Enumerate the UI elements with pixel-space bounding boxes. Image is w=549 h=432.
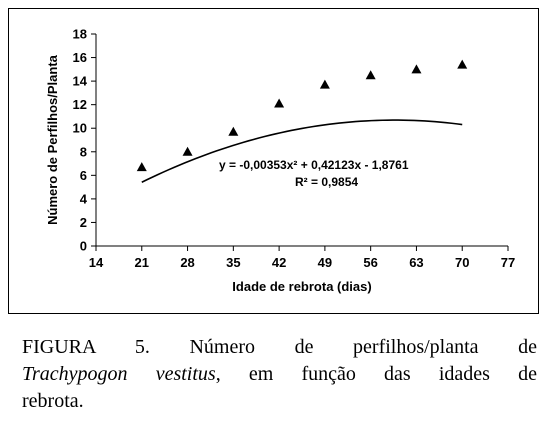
x-tick-label: 42 [272, 255, 286, 270]
fit-curve [141, 119, 463, 183]
y-tick-label: 6 [80, 168, 87, 183]
equation-label: y = -0,00353x² + 0,42123x - 1,8761 [219, 158, 409, 172]
y-tick-label: 10 [73, 121, 87, 136]
x-tick-label: 21 [135, 255, 149, 270]
data-point [319, 79, 330, 89]
y-axis-ticks: 0 2 4 6 8 10 12 14 16 18 [73, 27, 96, 254]
chart: 0 2 4 6 8 10 12 14 16 18 14 21 28 35 42 49 56 63 70 77 y =… [45, 27, 515, 295]
data-point [411, 64, 422, 74]
x-tick-label: 56 [363, 255, 377, 270]
caption-line-2-rest: , em função das idades de [215, 363, 538, 385]
x-tick-label: 14 [89, 255, 104, 270]
x-tick-label: 63 [409, 255, 423, 270]
x-axis-label: Idade de rebrota (dias) [232, 279, 371, 294]
species-name: Trachypogon vestitus [22, 363, 216, 385]
x-tick-label: 35 [226, 255, 240, 270]
y-axis-label: Número de Perfilhos/Planta [45, 54, 60, 225]
data-point [182, 146, 193, 156]
data-point [274, 98, 285, 108]
y-tick-label: 8 [80, 144, 87, 159]
data-point [136, 162, 147, 172]
y-tick-label: 18 [73, 27, 87, 42]
y-tick-label: 12 [73, 97, 87, 112]
caption-line-2: Trachypogon vestitus, em função das idad… [22, 361, 537, 388]
data-point [365, 70, 376, 80]
figure-caption: FIGURA 5. Número de perfilhos/planta de … [22, 334, 537, 415]
x-tick-label: 49 [318, 255, 332, 270]
y-tick-label: 2 [80, 215, 87, 230]
x-tick-label: 28 [180, 255, 194, 270]
x-axis-ticks: 14 21 28 35 42 49 56 63 70 77 [89, 246, 515, 270]
y-tick-label: 4 [80, 191, 88, 206]
y-tick-label: 16 [73, 50, 87, 65]
caption-line-1: FIGURA 5. Número de perfilhos/planta de [22, 336, 537, 358]
y-tick-label: 14 [73, 74, 88, 89]
y-tick-label: 0 [80, 239, 87, 254]
data-points [136, 59, 468, 172]
data-point [457, 59, 468, 69]
data-point [228, 126, 239, 136]
caption-line-3: rebrota. [22, 390, 84, 412]
x-tick-label: 70 [455, 255, 469, 270]
r-squared-label: R² = 0,9854 [295, 175, 358, 189]
x-tick-label: 77 [501, 255, 515, 270]
